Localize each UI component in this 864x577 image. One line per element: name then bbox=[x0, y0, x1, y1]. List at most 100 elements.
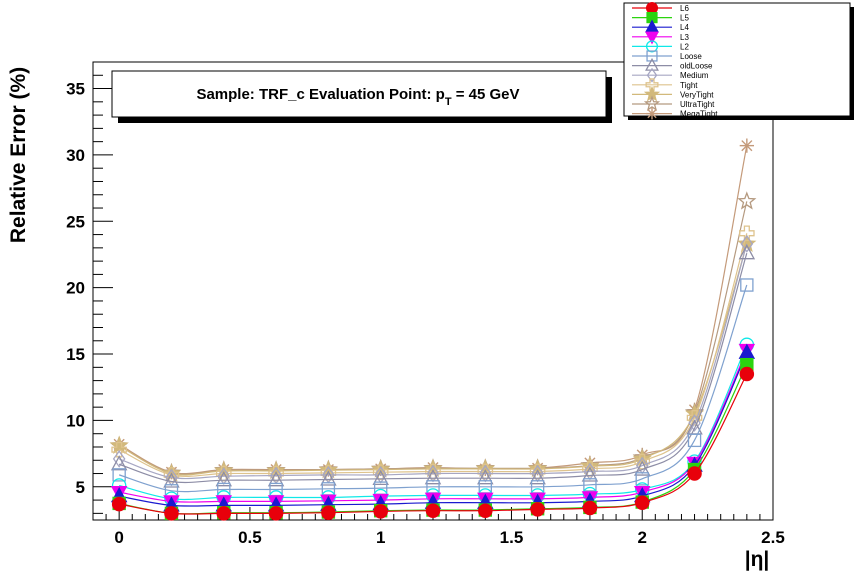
data-point-megatight bbox=[739, 138, 754, 153]
legend-label: L5 bbox=[680, 14, 689, 23]
legend: L6L5L4L3L2LooseoldLooseMediumTightVeryTi… bbox=[623, 1, 854, 120]
data-point-l6 bbox=[164, 506, 179, 521]
legend-entry-tight: Tight bbox=[632, 78, 698, 92]
data-point-oldloose bbox=[529, 469, 546, 485]
data-point-oldloose bbox=[738, 244, 756, 260]
legend-label: Tight bbox=[680, 81, 698, 90]
data-point-medium bbox=[740, 235, 754, 253]
data-point-oldloose bbox=[581, 466, 599, 482]
data-point-l6 bbox=[634, 495, 650, 510]
legend-marker bbox=[646, 50, 658, 62]
y-tick-label: 15 bbox=[66, 345, 85, 364]
data-point-l6 bbox=[687, 466, 702, 481]
data-point-verytight bbox=[475, 458, 495, 478]
legend-marker bbox=[645, 78, 659, 92]
legend-label: L2 bbox=[680, 42, 689, 51]
legend-label: oldLoose bbox=[680, 62, 713, 71]
legend-marker bbox=[645, 31, 659, 45]
legend-entry-l3: L3 bbox=[632, 31, 689, 45]
legend-entry-medium: Medium bbox=[632, 67, 709, 83]
legend-marker bbox=[645, 40, 659, 53]
x-axis-label: |η| bbox=[745, 548, 770, 571]
legend-label: VeryTight bbox=[680, 90, 714, 99]
data-point-tight bbox=[111, 441, 127, 458]
data-point-verytight bbox=[266, 460, 286, 480]
y-tick-label: 25 bbox=[66, 212, 85, 231]
data-point-verytight bbox=[580, 456, 600, 475]
data-point-verytight bbox=[528, 458, 548, 478]
series-line-oldloose bbox=[118, 253, 748, 484]
data-point-verytight bbox=[371, 459, 391, 478]
data-point-oldloose bbox=[215, 471, 233, 487]
data-point-l6 bbox=[425, 503, 441, 518]
x-tick-label: 0.5 bbox=[238, 528, 262, 547]
legend-label: UltraTight bbox=[680, 100, 715, 109]
data-point-loose bbox=[583, 478, 597, 492]
data-point-l6 bbox=[216, 506, 232, 521]
data-point-l6 bbox=[739, 366, 755, 382]
series-l6 bbox=[111, 366, 755, 521]
legend-entry-loose: Loose bbox=[632, 50, 702, 62]
legend-label: Medium bbox=[680, 71, 709, 80]
axes: 0 0.5 1 1.5 2 2.5 5 10 15 20 25 30 35 bbox=[66, 61, 785, 547]
x-tick-label: 2.5 bbox=[761, 528, 785, 547]
y-tick-label: 10 bbox=[66, 411, 85, 430]
y-tick-label: 30 bbox=[66, 146, 85, 165]
x-tick-label: 1 bbox=[376, 528, 385, 547]
data-point-loose bbox=[740, 278, 754, 292]
data-point-verytight bbox=[737, 233, 757, 252]
data-point-oldloose bbox=[320, 470, 337, 486]
legend-marker bbox=[646, 107, 658, 120]
data-point-l6 bbox=[321, 505, 336, 520]
chart-title-main: Sample: TRF_c Evaluation Point: p bbox=[196, 86, 444, 103]
data-point-oldloose bbox=[424, 469, 442, 485]
data-point-verytight bbox=[318, 460, 338, 479]
data-point-l6 bbox=[268, 506, 284, 521]
legend-marker bbox=[645, 57, 659, 71]
data-point-oldloose bbox=[110, 455, 128, 471]
legend-entry-ultratight: UltraTight bbox=[632, 95, 715, 111]
y-tick-label: 5 bbox=[76, 478, 85, 497]
data-point-oldloose bbox=[477, 469, 494, 485]
legend-marker bbox=[645, 1, 659, 15]
data-point-loose bbox=[112, 468, 126, 482]
data-point-oldloose bbox=[633, 460, 651, 476]
data-point-l6 bbox=[478, 503, 493, 518]
data-point-verytight bbox=[423, 458, 443, 478]
chart-title: Sample: TRF_c Evaluation Point: pT = 45 … bbox=[196, 86, 519, 108]
y-tick-label: 35 bbox=[66, 80, 85, 99]
data-point-oldloose bbox=[372, 469, 389, 485]
data-point-verytight bbox=[109, 435, 129, 454]
data-point-l6 bbox=[111, 496, 127, 512]
data-point-oldloose bbox=[267, 471, 285, 487]
legend-label: L3 bbox=[680, 33, 689, 42]
legend-marker bbox=[643, 95, 661, 111]
y-tick-label: 20 bbox=[66, 279, 85, 298]
y-axis-label: Relative Error (%) bbox=[7, 67, 30, 243]
legend-entry-oldloose: oldLoose bbox=[632, 57, 713, 71]
data-point-oldloose bbox=[163, 472, 180, 488]
data-point-loose bbox=[687, 433, 702, 448]
title-box: Sample: TRF_c Evaluation Point: pT = 45 … bbox=[111, 70, 612, 123]
x-tick-label: 0 bbox=[114, 528, 123, 547]
x-tick-label: 1.5 bbox=[500, 528, 524, 547]
legend-label: Loose bbox=[680, 52, 702, 61]
plot-frame bbox=[92, 61, 774, 521]
series-line-loose bbox=[118, 284, 748, 493]
legend-label: MegaTight bbox=[680, 110, 718, 119]
data-point-l6 bbox=[582, 500, 598, 516]
legend-label: L4 bbox=[680, 23, 689, 32]
data-point-verytight bbox=[214, 460, 234, 480]
series-line-medium bbox=[118, 243, 748, 480]
legend-marker bbox=[646, 67, 658, 83]
chart-title-tail: = 45 GeV bbox=[452, 86, 520, 103]
chart-title-subscript: T bbox=[445, 96, 452, 108]
series-layer bbox=[109, 138, 757, 521]
x-tick-label: 2 bbox=[637, 528, 646, 547]
legend-label: L6 bbox=[680, 4, 689, 13]
data-point-loose bbox=[635, 472, 649, 486]
data-point-ultratight bbox=[737, 191, 757, 210]
data-point-l6 bbox=[373, 504, 388, 519]
data-point-l6 bbox=[530, 502, 545, 517]
